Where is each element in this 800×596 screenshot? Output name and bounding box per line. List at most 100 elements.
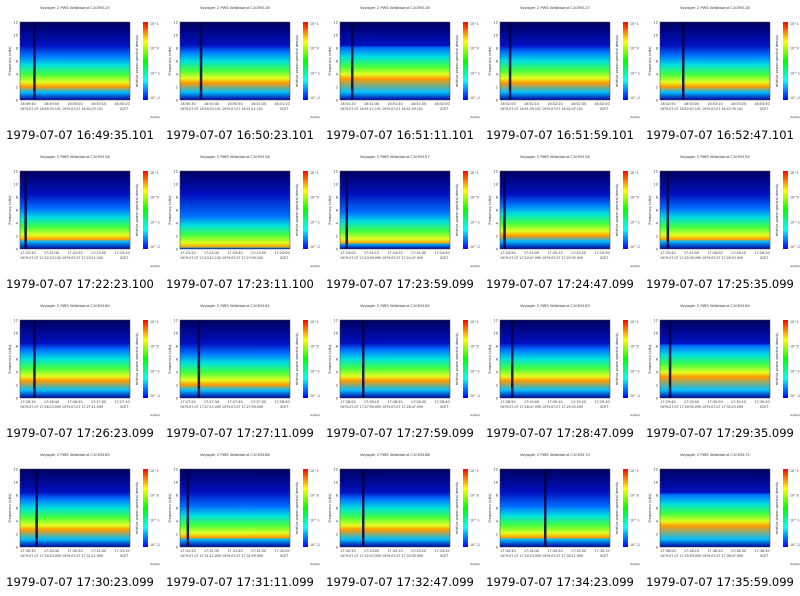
credit-label: ui/pds/pds (790, 414, 800, 417)
colorbar-label: relative power spectral density (295, 333, 299, 386)
colorbar-tick-label: 10^-2 (310, 394, 320, 398)
colorbar-tick-label: 10^0 (150, 494, 159, 498)
colorbar-tick-label: 10^-2 (790, 245, 800, 249)
y-tick-label: 0 (336, 545, 339, 549)
y-axis-label: Frequency (kHz) (488, 344, 492, 374)
spectrogram-panel[interactable]: Voyager 2 PWS Wideband C1059161 Frequency… (160, 298, 320, 447)
spectrogram-panel[interactable]: Voyager 2 PWS Wideband C1059156 Frequency… (0, 149, 160, 298)
panel-caption: 1979-07-07 16:52:47.101 (646, 128, 794, 142)
y-tick-label: 2 (656, 383, 658, 387)
y-tick-label: 2 (656, 234, 658, 238)
y-tick-label: 6 (176, 208, 179, 212)
y-tick-label: 4 (16, 221, 19, 225)
spectrogram-image (340, 320, 450, 398)
panel-title: Voyager 2 PWS Wideband C1059168 (360, 452, 430, 457)
spectrogram-panel[interactable]: Voyager 2 PWS Wideband C1059168 Frequency… (320, 447, 480, 596)
spectrogram-panel[interactable]: Voyager 2 PWS Wideband C1059170 Frequency… (480, 447, 640, 596)
spectrogram-panel[interactable]: Voyager 2 PWS Wideband C1059158 Frequency… (480, 149, 640, 298)
x-tick-label: 17:33:10 (387, 549, 402, 553)
panel-caption: 1979-07-07 16:50:23.101 (166, 128, 314, 142)
colorbar (783, 320, 788, 398)
colorbar-tick-label: 10^-2 (630, 96, 640, 100)
spectrogram-panel[interactable]: Voyager 2 PWS Wideband C1059172 Frequency… (640, 447, 800, 596)
colorbar (143, 171, 148, 249)
spectrogram-thumbnail: Voyager 2 PWS Wideband C1059168 Frequency… (328, 452, 480, 566)
y-tick-label: 12 (653, 467, 658, 471)
spectrogram-panel[interactable]: Voyager 2 PWS Wideband C1059164 Frequency… (640, 298, 800, 447)
x-tick-label: 16:53:30 (754, 102, 769, 106)
spectrogram-panel[interactable]: Voyager 2 PWS Wideband C1059160 Frequency… (0, 298, 160, 447)
dark-streak (351, 22, 354, 100)
spectrogram-image (20, 22, 130, 100)
colorbar-tick-label: 10^-2 (790, 394, 800, 398)
colorbar-tick-label: 10^0 (790, 47, 799, 51)
spectrogram-panel[interactable]: Voyager 2 PWS Wideband C1059128 Frequency… (640, 0, 800, 149)
colorbar (623, 320, 628, 398)
spectrogram-panel[interactable]: Voyager 2 PWS Wideband C1059157 Frequency… (320, 149, 480, 298)
colorbar-tick-label: 10^-1 (790, 518, 800, 522)
x-tick-label: 16:51:00 (251, 102, 266, 106)
spectrogram-panel[interactable]: Voyager 2 PWS Wideband C1059156 Frequency… (160, 149, 320, 298)
scet-range-label: 1979-07-07 17:32:47.099 1979-07-07 17:33… (340, 554, 423, 558)
y-tick-label: 10 (493, 480, 498, 484)
x-tick-label: 17:35:00 (571, 549, 586, 553)
y-tick-label: 4 (656, 370, 659, 374)
x-tick-label: 17:26:00 (707, 251, 722, 255)
x-tick-label: 17:26:50 (67, 400, 82, 404)
colorbar-tick-label: 10^-1 (630, 369, 640, 373)
colorbar-tick-label: 10^1 (790, 320, 799, 324)
x-tick-label: 16:51:20 (340, 102, 355, 106)
spectrogram-panel[interactable]: Voyager 2 PWS Wideband C1059163 Frequency… (480, 298, 640, 447)
x-tick-label: 17:36:30 (731, 549, 746, 553)
y-tick-label: 6 (656, 59, 659, 63)
y-tick-label: 2 (496, 532, 498, 536)
colorbar-tick-label: 10^-2 (150, 543, 160, 547)
y-tick-label: 0 (16, 98, 19, 102)
x-tick-label: 17:28:20 (387, 400, 402, 404)
x-tick-label: 17:27:40 (227, 400, 242, 404)
y-tick-label: 6 (336, 208, 339, 212)
y-tick-label: 6 (496, 59, 499, 63)
spectrogram-panel[interactable]: Voyager 2 PWS Wideband C1059126 Frequency… (320, 0, 480, 149)
y-tick-label: 10 (653, 182, 658, 186)
spectrogram-panel[interactable]: Voyager 2 PWS Wideband C1059127 Frequency… (480, 0, 640, 149)
x-tick-label: 16:50:00 (67, 102, 82, 106)
x-tick-label: 17:32:50 (340, 549, 355, 553)
spectrogram-panel[interactable]: Voyager 2 PWS Wideband C1059159 Frequency… (640, 149, 800, 298)
colorbar-label: relative power spectral density (455, 35, 459, 88)
panel-caption: 1979-07-07 17:30:23.099 (6, 575, 154, 589)
x-tick-label: 16:51:30 (364, 102, 379, 106)
colorbar-tick-label: 10^-1 (790, 369, 800, 373)
spectrogram-panel[interactable]: Voyager 2 PWS Wideband C1059126 Frequency… (160, 0, 320, 149)
y-tick-label: 2 (336, 85, 338, 89)
plot-frame (499, 21, 611, 101)
dark-streak (668, 320, 672, 398)
x-tick-label: 16:51:50 (411, 102, 426, 106)
spectrogram-panel[interactable]: Voyager 2 PWS Wideband C1059165 Frequency… (0, 447, 160, 596)
y-tick-label: 12 (173, 169, 178, 173)
colorbar-tick-label: 10^1 (310, 22, 319, 26)
scet-range-label: 1979-07-07 16:51:59.101 1979-07-07 16:52… (500, 107, 583, 111)
spectrogram-panel[interactable]: Voyager 2 PWS Wideband C1059125 Frequency… (0, 0, 160, 149)
y-tick-label: 8 (336, 493, 339, 497)
x-tick-label: 17:34:50 (547, 549, 562, 553)
panel-title: Voyager 2 PWS Wideband C1059156 (40, 154, 110, 159)
dark-streak (503, 171, 506, 249)
credit-label: ui/pds/pds (310, 563, 320, 566)
panel-title: Voyager 2 PWS Wideband C1059158 (520, 154, 590, 159)
colorbar-tick-label: 10^1 (150, 469, 159, 473)
y-axis-label: Frequency (kHz) (488, 493, 492, 523)
colorbar-label: relative power spectral density (615, 184, 619, 237)
x-axis-label: SCET (120, 405, 128, 409)
spectrogram-panel[interactable]: Voyager 2 PWS Wideband C1059166 Frequency… (160, 447, 320, 596)
x-tick-label: 17:25:20 (571, 251, 586, 255)
x-tick-label: 17:28:10 (364, 400, 379, 404)
x-tick-label: 16:52:40 (594, 102, 609, 106)
y-tick-label: 0 (336, 98, 339, 102)
spectrogram-panel[interactable]: Voyager 2 PWS Wideband C1059162 Frequency… (320, 298, 480, 447)
colorbar-tick-label: 10^-1 (150, 71, 160, 75)
y-tick-label: 12 (333, 318, 338, 322)
plot-frame (19, 319, 131, 399)
panel-caption: 1979-07-07 17:26:23.099 (6, 426, 154, 440)
x-tick-label: 17:27:10 (114, 400, 129, 404)
